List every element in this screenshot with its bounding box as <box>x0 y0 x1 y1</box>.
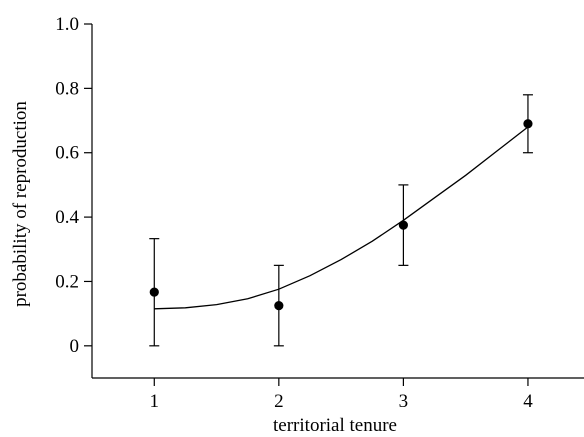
y-ticks: 0 0.2 0.4 0.6 0.8 1.0 <box>55 14 92 357</box>
x-axis-title: territorial tenure <box>273 415 397 436</box>
y-tick-label: 0 <box>70 336 80 357</box>
data-point <box>523 119 533 129</box>
fitted-curve <box>154 126 529 310</box>
x-tick-label: 1 <box>150 391 160 412</box>
y-tick-label: 0.2 <box>55 271 79 292</box>
x-tick-label: 2 <box>274 391 284 412</box>
x-tick-label: 3 <box>399 391 409 412</box>
error-bars <box>149 94 533 347</box>
y-tick-label: 0.4 <box>55 207 79 228</box>
y-tick-label: 1.0 <box>55 14 79 35</box>
y-tick-label: 0.8 <box>55 78 79 99</box>
axes <box>91 24 584 379</box>
data-point <box>398 220 408 230</box>
x-tick-label: 4 <box>523 391 533 412</box>
y-tick-label: 0.6 <box>55 143 79 164</box>
x-ticks: 1 2 3 4 <box>150 378 533 412</box>
data-points <box>149 119 533 311</box>
data-point <box>149 287 159 297</box>
y-axis-title: probability of reproduction <box>10 101 31 307</box>
data-point <box>274 300 284 311</box>
